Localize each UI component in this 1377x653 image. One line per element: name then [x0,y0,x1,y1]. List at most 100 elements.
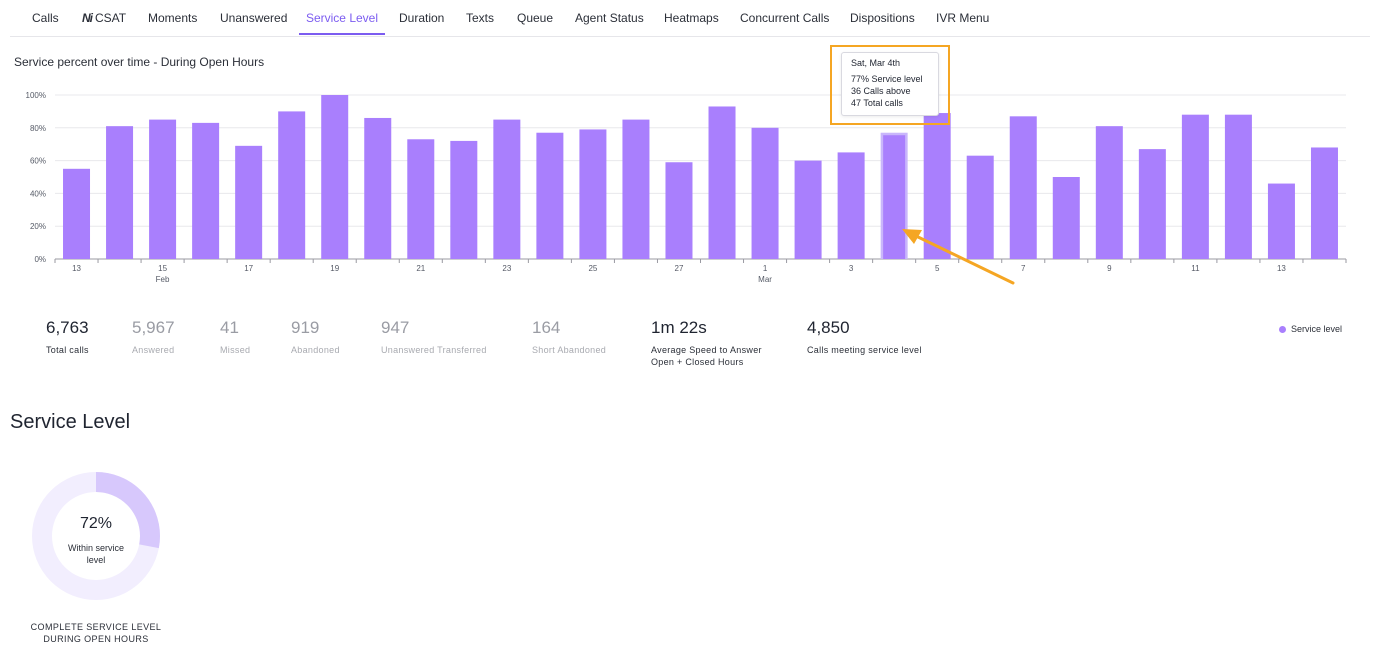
tooltip-date: Sat, Mar 4th [851,58,901,68]
stat-value: 6,763 [46,318,89,337]
bar [1052,177,1080,259]
bar [321,95,349,259]
donut-fill [32,472,160,600]
stat-label: Short Abandoned [532,345,607,355]
bar [536,132,564,259]
donut-caption: COMPLETE SERVICE LEVEL DURING OPEN HOURS [30,622,162,644]
tab-dispositions[interactable]: Dispositions [850,11,915,25]
x-tick-label: 5 [935,264,940,273]
stat-total-calls: 6,763 Total calls [46,318,89,356]
bar [794,160,822,259]
y-tick-label: 80% [30,124,46,133]
stat-unanswered-transferred: 947 Unanswered Transferred [381,318,487,356]
bar [149,119,177,259]
tab-moments[interactable]: Moments [148,11,198,25]
bar [1009,116,1037,259]
stat-value: 41 [220,318,239,337]
stat-value: 5,967 [132,318,175,337]
bar [837,152,865,259]
tab-duration[interactable]: Duration [399,11,445,25]
service-percent-chart: 0% 20% 40% 60% 80% 100% 13 15 Feb 17 19 21 23 25 27 1 Ma… [26,91,1347,284]
y-tick-label: 60% [30,157,46,166]
tab-service-level[interactable]: Service Level [299,0,385,35]
bar [1181,114,1209,260]
stat-value: 919 [291,318,320,337]
bar [751,127,779,259]
bar [883,135,906,259]
y-tick-label: 0% [34,255,46,264]
bar [579,129,607,259]
stat-missed: 41 Missed [220,318,250,356]
bar [364,117,392,260]
tab-queue[interactable]: Queue [517,11,554,25]
service-level-donut [32,472,160,600]
x-tick-label: 7 [1021,264,1026,273]
x-tick-label: 23 [502,264,511,273]
tab-csat[interactable]: Ni CSAT [82,0,126,35]
stat-answered: 5,967 Answered [132,318,175,356]
bar [1138,149,1166,259]
y-tick-label: 20% [30,222,46,231]
stat-label: Average Speed to Answer Open + Closed Hou… [651,345,762,367]
donut-percent: 72% [79,515,113,532]
x-tick-label: 27 [675,264,684,273]
tooltip-calls-above: 36 Calls above [851,86,911,96]
tab-csat-label: CSAT [95,11,127,25]
annotation-highlight-box [830,45,950,125]
tooltip-total-calls: 47 Total calls [851,98,903,108]
stat-value: 947 [381,318,410,337]
stat-value: 164 [532,318,561,337]
tab-heatmaps[interactable]: Heatmaps [664,11,719,25]
x-tick-label: 25 [588,264,597,273]
stat-short-abandoned: 164 Short Abandoned [532,318,606,356]
bar [966,155,994,259]
tab-unanswered[interactable]: Unanswered [220,11,288,25]
bar [63,168,91,259]
tab-texts[interactable]: Texts [466,11,495,25]
bar [1267,183,1295,259]
section-title-service-level: Service Level [10,411,131,433]
ni-logo-icon: Ni [82,11,93,25]
legend-dot-icon [1279,325,1286,333]
stat-value: 4,850 [807,318,850,337]
bar [665,162,693,259]
bar [278,111,306,260]
bar [923,113,951,259]
stat-label: Total calls [46,345,89,355]
x-tick-label: 9 [1107,264,1112,273]
tab-concurrent-calls[interactable]: Concurrent Calls [740,11,830,25]
chart-tooltip: Sat, Mar 4th 77% Service level 36 Calls … [841,52,939,116]
stat-abandoned: 919 Abandoned [291,318,340,356]
tab-calls[interactable]: Calls [32,11,59,25]
bar [1095,126,1123,259]
stat-calls-meeting-service-level: 4,850 Calls meeting service level [807,318,922,356]
bar [622,119,650,259]
stat-label: Calls meeting service level [807,345,922,355]
x-tick-label: 11 [1191,264,1200,273]
chart-title: Service percent over time - During Open … [14,55,265,69]
tab-agent-status[interactable]: Agent Status [575,11,644,25]
x-tick-label: 21 [416,264,425,273]
stat-label: Answered [132,345,175,355]
bar [450,140,478,259]
tab-ivr-menu[interactable]: IVR Menu [936,11,990,25]
x-tick-month-label: Feb [156,275,170,284]
bar [235,145,263,259]
chart-legend[interactable]: Service level [1279,324,1342,334]
x-tick-label: 19 [330,264,339,273]
tooltip-service-level: 77% Service level [851,74,923,84]
stat-label: Abandoned [291,345,340,355]
bar [1224,114,1252,260]
x-tick-label: 13 [72,264,81,273]
stat-label: Unanswered Transferred [381,345,487,355]
tab-bar: Calls Ni CSAT Moments Unanswered Service … [10,0,1370,37]
x-tick-label: 13 [1277,264,1286,273]
bar [708,106,736,259]
x-tick-label: 1 [763,264,768,273]
bar [192,122,220,259]
y-tick-label: 100% [26,91,46,100]
x-tick-label: 15 [158,264,167,273]
bar [1310,147,1338,259]
donut-subtitle: Within service level [67,543,124,565]
y-tick-label: 40% [30,189,46,198]
